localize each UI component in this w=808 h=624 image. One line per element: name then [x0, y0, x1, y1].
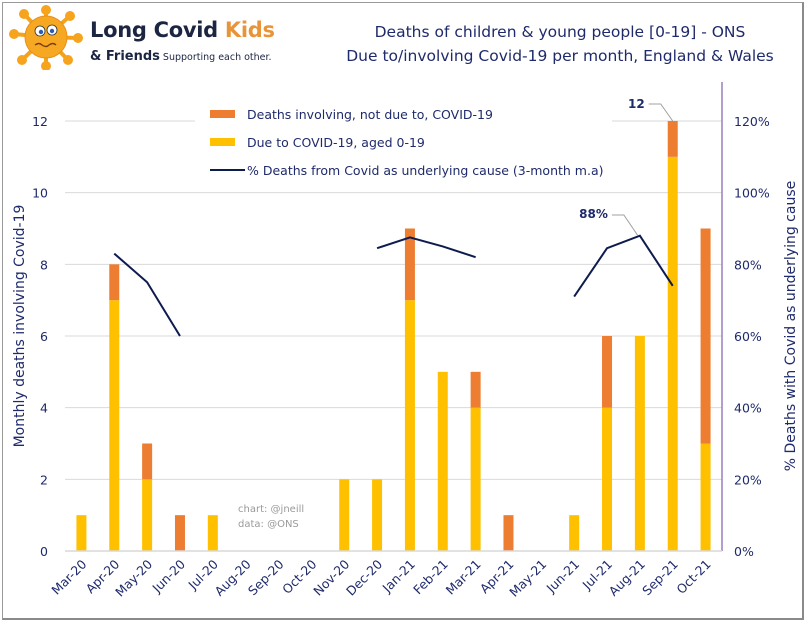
x-tick-label: Mar-20 [48, 556, 89, 597]
x-tick-label: Feb-21 [410, 557, 451, 598]
x-tick-label: Sep-20 [245, 556, 287, 598]
credit-chart: chart: @jneill [238, 504, 304, 515]
logo-slogan: Supporting each other. [159, 52, 272, 63]
right-axis-title: % Deaths with Covid as underlying cause [783, 181, 799, 472]
right-tick-label: 20% [734, 472, 762, 487]
bar-due-Jul-20 [207, 515, 218, 551]
x-tick-label: Oct-21 [673, 557, 713, 597]
legend-swatch-involving [210, 110, 235, 118]
legend: Deaths involving, not due to, COVID-19 D… [210, 107, 603, 178]
bar-involving-Mar-21 [470, 371, 481, 408]
left-tick-label: 4 [40, 401, 48, 416]
x-tick-label: Mar-21 [443, 557, 484, 598]
annotation-leader-line [611, 214, 639, 236]
logo-name: Long Covid [90, 18, 225, 42]
annotations: 12 88% [579, 97, 674, 236]
right-tick-label: 0% [734, 544, 754, 559]
legend-label-due: Due to COVID-19, aged 0-19 [247, 135, 425, 150]
left-axis-title: Monthly deaths involving Covid-19 [12, 205, 28, 448]
bar-involving-Apr-21 [503, 515, 514, 551]
right-tick-label: 40% [734, 401, 762, 416]
bar-due-Mar-20 [76, 515, 87, 551]
logo-tagline: & Friends Supporting each other. [90, 47, 272, 65]
bar-involving-Jul-21 [602, 336, 613, 408]
right-axis-ticks: 0% 20% 40% 60% 80% 100% 120% [734, 114, 770, 559]
x-tick-label: Aug-21 [606, 557, 648, 599]
percent-line [113, 234, 674, 337]
left-tick-label: 12 [32, 114, 48, 129]
percent-line-segment [376, 236, 476, 259]
bar-due-Jan-21 [404, 300, 415, 551]
logo-title: Long Covid Kids [90, 18, 275, 42]
bar-due-Dec-20 [372, 479, 383, 551]
annotation-peak-percent: 88% [579, 207, 608, 221]
bar-due-Aug-21 [634, 336, 645, 551]
bar-due-Feb-21 [437, 371, 448, 551]
x-axis-ticks: Mar-20Apr-20May-20Jun-20Jul-20Aug-20Sep-… [48, 556, 713, 599]
right-tick-label: 120% [734, 114, 770, 129]
bar-due-Oct-21 [700, 443, 711, 551]
bar-due-Jun-21 [569, 515, 580, 551]
annotation-max-deaths: 12 [628, 97, 645, 111]
x-tick-label: Aug-20 [211, 556, 253, 598]
x-tick-label: Jun-21 [543, 557, 583, 597]
x-tick-label: Sep-21 [639, 557, 681, 599]
bar-involving-Jan-21 [404, 228, 415, 301]
chart-title-line1: Deaths of children & young people [0-19]… [374, 23, 746, 41]
right-tick-label: 60% [734, 329, 762, 344]
left-tick-label: 2 [40, 472, 48, 487]
right-tick-label: 80% [734, 257, 762, 272]
annotation-leader-line [648, 103, 674, 122]
left-tick-label: 6 [40, 329, 48, 344]
left-tick-label: 0 [40, 544, 48, 559]
credit-data: data: @ONS [238, 519, 299, 530]
gridlines [65, 120, 722, 480]
bar-involving-Oct-21 [700, 228, 711, 444]
x-tick-label: May-20 [112, 556, 155, 599]
percent-line-segment [113, 252, 181, 337]
x-tick-label: Jun-20 [149, 556, 189, 596]
bar-due-Apr-20 [109, 300, 120, 551]
percent-line-segment [573, 234, 674, 298]
x-tick-label: May-21 [506, 557, 549, 600]
left-axis-ticks: 0 2 4 6 8 10 12 [32, 114, 48, 559]
right-tick-label: 100% [734, 186, 770, 201]
chart-title: Deaths of children & young people [0-19]… [320, 20, 800, 68]
legend-label-involving: Deaths involving, not due to, COVID-19 [247, 107, 493, 122]
logo-name-accent: Kids [224, 18, 275, 42]
left-tick-label: 10 [32, 186, 48, 201]
bar-due-Jul-21 [602, 407, 613, 551]
bar-involving-Jun-20 [174, 515, 185, 551]
bars [76, 121, 711, 552]
logo-friends: & Friends [90, 49, 160, 64]
legend-label-percent-line: % Deaths from Covid as underlying cause … [247, 163, 603, 178]
logo: Long Covid Kids & Friends Supporting eac… [6, 4, 296, 71]
bar-involving-Sep-21 [667, 121, 678, 157]
bar-involving-May-20 [142, 443, 153, 480]
x-tick-label: Jan-21 [379, 557, 418, 596]
bar-involving-Apr-20 [109, 264, 120, 301]
bar-due-Sep-21 [667, 156, 678, 552]
chart-title-line2: Due to/involving Covid-19 per month, Eng… [346, 47, 774, 65]
virus-mascot-icon [9, 5, 83, 71]
legend-swatch-due [210, 138, 235, 146]
bar-due-Mar-21 [470, 407, 481, 551]
left-tick-label: 8 [40, 257, 48, 272]
bar-due-Nov-20 [339, 479, 350, 551]
bar-due-May-20 [142, 479, 153, 551]
x-tick-label: Dec-20 [343, 556, 385, 598]
